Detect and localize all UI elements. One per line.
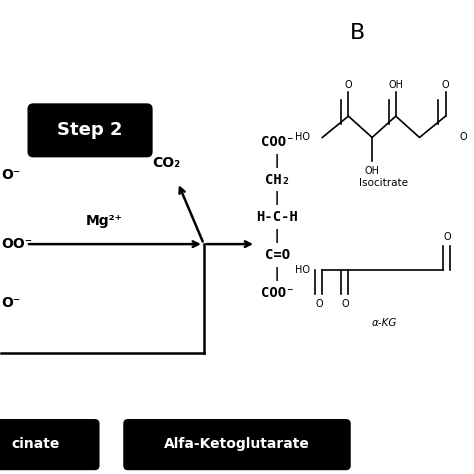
Text: OH: OH	[388, 80, 403, 90]
Text: CH₂: CH₂	[264, 173, 290, 187]
FancyBboxPatch shape	[0, 419, 100, 470]
Text: O⁻: O⁻	[1, 168, 20, 182]
Text: OH: OH	[365, 166, 380, 176]
Text: O: O	[341, 299, 349, 309]
Text: Alfa-Ketoglutarate: Alfa-Ketoglutarate	[164, 437, 310, 451]
Text: CO₂: CO₂	[152, 155, 180, 170]
Text: C=O: C=O	[264, 248, 290, 262]
Text: HO: HO	[295, 132, 310, 143]
Text: Mg²⁺: Mg²⁺	[86, 214, 123, 228]
FancyBboxPatch shape	[123, 419, 351, 470]
Text: Isocitrate: Isocitrate	[359, 178, 409, 188]
Text: OO⁻: OO⁻	[1, 237, 32, 251]
Text: |: |	[273, 191, 282, 205]
Text: O: O	[460, 132, 467, 143]
Text: B: B	[350, 23, 365, 43]
Text: COO⁻: COO⁻	[261, 135, 294, 149]
Text: |: |	[273, 154, 282, 168]
Text: |: |	[273, 267, 282, 281]
Text: O⁻: O⁻	[1, 296, 20, 310]
Text: COO⁻: COO⁻	[261, 286, 294, 300]
Text: HO: HO	[295, 265, 310, 275]
Text: |: |	[273, 229, 282, 243]
Text: Step 2: Step 2	[57, 121, 123, 139]
Text: O: O	[443, 232, 451, 242]
Text: O: O	[315, 299, 323, 309]
FancyBboxPatch shape	[27, 103, 153, 157]
Text: H-C-H: H-C-H	[256, 210, 298, 224]
Text: cinate: cinate	[11, 437, 60, 451]
Text: α-KG: α-KG	[371, 318, 397, 328]
Text: O: O	[442, 80, 449, 90]
Text: O: O	[345, 80, 352, 90]
